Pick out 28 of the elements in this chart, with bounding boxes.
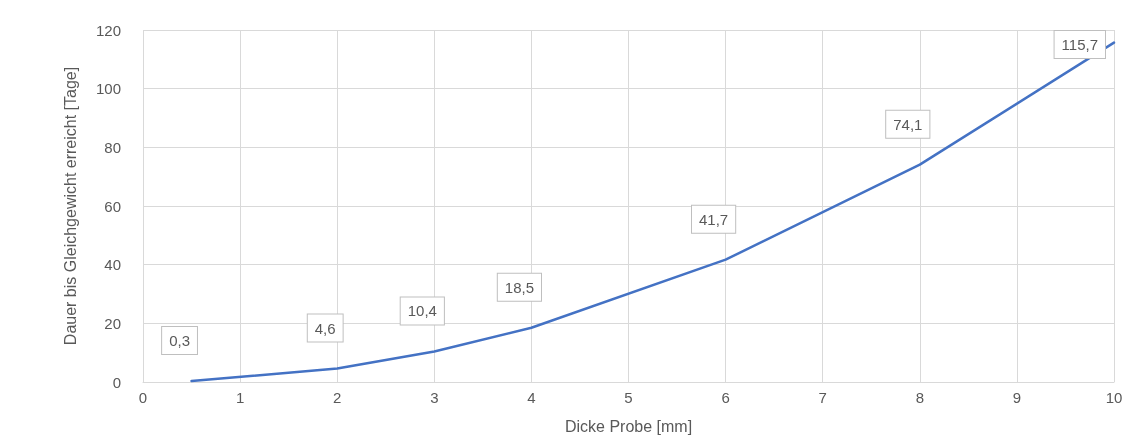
data-label: 41,7 <box>699 210 729 228</box>
data-label: 4,6 <box>314 319 336 337</box>
y-tick-label: 40 <box>104 256 121 274</box>
y-tick-label: 60 <box>104 197 121 215</box>
x-tick-label: 1 <box>235 389 245 406</box>
data-label: 115,7 <box>1061 36 1098 54</box>
x-tick-label: 6 <box>721 389 730 406</box>
x-axis-title: Dicke Probe [mm] <box>564 417 693 435</box>
data-label: 74,1 <box>893 115 923 133</box>
data-label: 10,4 <box>407 302 437 320</box>
x-tick-label: 9 <box>1012 389 1022 406</box>
y-tick-label: 120 <box>95 21 121 39</box>
data-label: 18,5 <box>504 278 534 296</box>
line-series <box>190 41 1116 383</box>
y-axis-title: Dauer bis Gleichgewicht erreicht [Tage] <box>61 66 79 346</box>
x-tick-label: 2 <box>333 389 342 406</box>
x-tick-label: 8 <box>915 389 924 406</box>
data-label: 0,3 <box>169 332 190 350</box>
x-tick-label: 7 <box>818 389 827 406</box>
x-tick-label: 3 <box>430 389 439 406</box>
x-tick-label: 10 <box>1105 389 1123 406</box>
y-tick-label: 80 <box>104 138 121 156</box>
y-tick-label: 0 <box>112 373 121 391</box>
x-tick-label: 4 <box>527 389 536 406</box>
y-tick-label: 20 <box>104 314 121 332</box>
x-tick-label: 0 <box>138 389 148 406</box>
y-tick-label: 100 <box>95 80 121 98</box>
x-tick-label: 5 <box>624 389 633 406</box>
